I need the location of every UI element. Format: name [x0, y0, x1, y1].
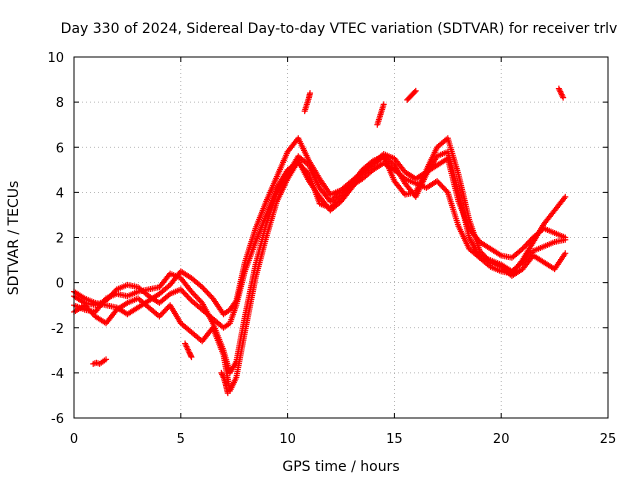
y-tick-label: 8: [56, 96, 64, 111]
x-tick-label: 10: [279, 432, 296, 447]
x-tick-label: 0: [70, 432, 78, 447]
series-fragment-e: [555, 85, 567, 101]
series-fragment-a: [90, 356, 110, 367]
y-axis-label: SDTVAR / TECUs: [6, 181, 22, 296]
y-tick-label: -6: [51, 412, 64, 427]
series-fragment-f: [301, 90, 314, 115]
data-point: [103, 356, 110, 363]
data-point: [562, 250, 569, 257]
x-tick-label: 20: [493, 432, 510, 447]
data-marks: [71, 85, 569, 397]
grid: [74, 57, 608, 418]
x-tick-label: 25: [600, 432, 617, 447]
x-axis-label: GPS time / hours: [282, 459, 399, 475]
series-fragment-c: [218, 369, 231, 397]
series-track-3: [71, 135, 569, 394]
data-point: [411, 88, 418, 95]
series-fragment-d: [404, 87, 419, 103]
data-point: [562, 193, 569, 200]
series-fragment-g: [374, 101, 387, 128]
y-tick-label: -2: [51, 322, 64, 337]
data-point: [224, 390, 231, 397]
data-point: [188, 354, 195, 361]
chart-title: Day 330 of 2024, Sidereal Day-to-day VTE…: [61, 21, 618, 37]
x-tick-label: 5: [177, 432, 185, 447]
y-tick-label: 6: [56, 141, 64, 156]
data-point: [562, 234, 569, 241]
y-tick-label: 0: [56, 277, 64, 292]
series-track-4: [71, 135, 569, 318]
y-tick-label: 10: [47, 51, 64, 66]
y-tick-label: 2: [56, 232, 64, 247]
data-point: [307, 90, 314, 97]
data-point: [380, 101, 387, 108]
data-point: [412, 87, 419, 94]
axis-ticks: 0 5 10 15 20 25 -6 -4 -2 0 2 4 6 8 10: [47, 51, 616, 447]
y-tick-label: -4: [51, 367, 64, 382]
data-point: [560, 94, 567, 101]
x-tick-label: 15: [386, 432, 403, 447]
y-tick-label: 4: [56, 186, 64, 201]
series-fragment-b: [182, 340, 195, 361]
